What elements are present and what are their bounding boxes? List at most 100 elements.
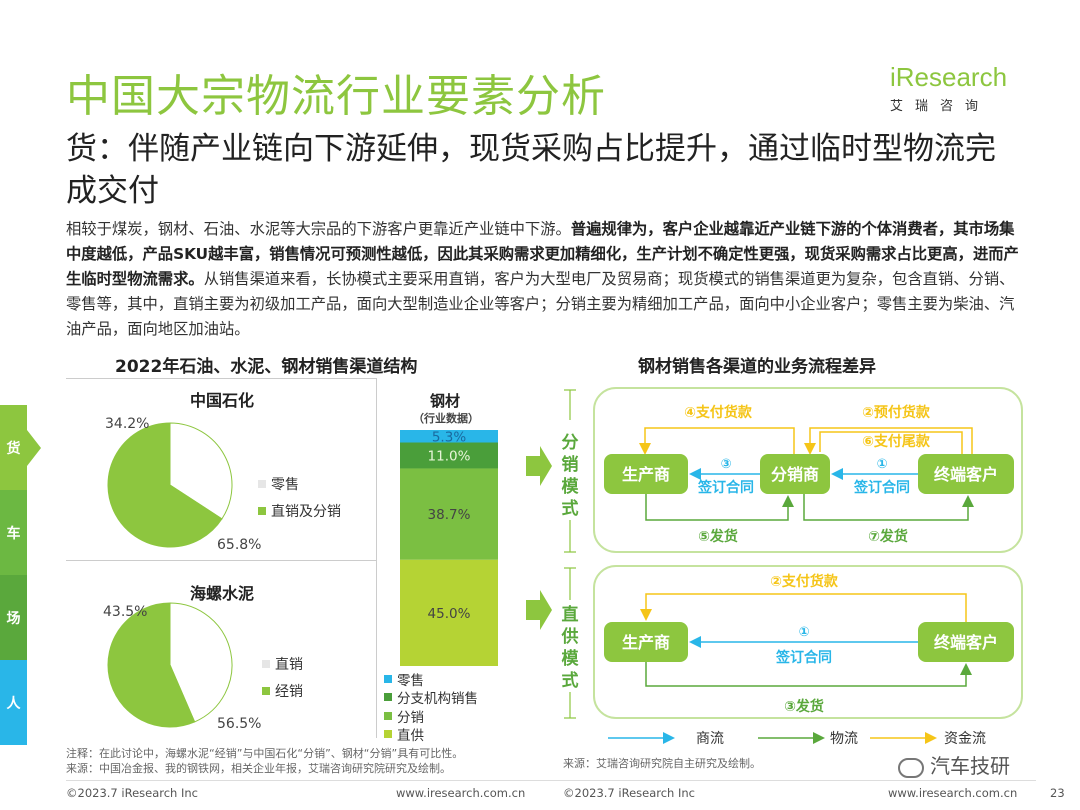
side-tab-vehicle[interactable]: 车	[0, 490, 27, 575]
left-source: 来源：中国冶金报、我的钢铁网，相关企业年报，艾瑞咨询研究院研究及绘制。	[66, 762, 451, 775]
legend-swatch	[258, 480, 266, 488]
right-section-title: 钢材销售各渠道的业务流程差异	[638, 357, 876, 377]
page-subtitle: 货：伴随产业链向下游延伸，现货采购占比提升，通过临时型物流完成交付	[66, 131, 996, 209]
wechat-icon	[898, 757, 924, 778]
footer-divider	[66, 780, 1036, 781]
side-tab-people[interactable]: 人	[0, 660, 27, 745]
m1-ship-7-arrow	[803, 494, 974, 521]
m1-producer-node	[604, 454, 688, 494]
legend-swatch	[384, 675, 392, 683]
pie2-legend-direct: 直销	[262, 654, 303, 674]
body-paragraph: 相较于煤炭，钢材、石油、水泥等大宗品的下游客户更靠近产业链中下游。普遍规律为，客…	[66, 217, 1026, 342]
pie2-legend-dealer: 经销	[262, 681, 303, 701]
logo-sub: 艾瑞咨询	[890, 99, 991, 114]
pie1-title: 中国石化	[190, 391, 255, 410]
bar-legend-direct-supply: 直供	[384, 724, 424, 744]
m1-contract-3-num: ③	[720, 457, 731, 472]
m1-ship-5-arrow	[645, 494, 794, 521]
m1-distributor-label: 分销商	[771, 465, 819, 484]
footer-url-left[interactable]: www.iresearch.com.cn	[396, 786, 526, 800]
pie2-title: 海螺水泥	[190, 584, 255, 603]
mode1-panel	[593, 387, 1023, 553]
bar-segment-2	[400, 468, 498, 560]
m1-contract-3-text: 签订合同	[697, 479, 754, 496]
pie2-label-direct: 43.5%	[103, 604, 148, 620]
left-note: 注释：在此讨论中，海螺水泥“经销”与中国石化“分销”、钢材“分销”具有可比性。	[66, 747, 464, 760]
body-part2: 从销售渠道来看，长协模式主要采用直销，客户为大型电厂及贸易商；现货模式的销售渠道…	[66, 270, 1015, 338]
pie1-slice-direct	[107, 422, 223, 548]
bar-title: 钢材	[430, 392, 461, 410]
m2-flow-pay	[640, 593, 967, 622]
legend-logistics-label: 物流	[830, 731, 858, 747]
legend-swatch	[384, 712, 392, 720]
left-vertical-divider	[376, 378, 377, 738]
footer-copy-left: ©2023.7 iResearch Inc	[66, 786, 198, 800]
left-section-title: 2022年石油、水泥、钢材销售渠道结构	[115, 357, 418, 377]
m2-customer-node	[918, 622, 1014, 662]
pie2-slice-direct	[169, 602, 233, 723]
m2-customer-label: 终端客户	[934, 633, 998, 652]
m1-contract-1-num: ①	[876, 457, 887, 472]
m2-pay-label: ②支付货款	[770, 573, 839, 590]
stacked-bar-chart: 5.3% 11.0% 38.7% 45.0%	[400, 429, 498, 666]
logo-name: iResearch	[890, 62, 1008, 92]
pie1-legend-retail: 零售	[258, 474, 299, 494]
mode2-big-arrow	[526, 590, 552, 630]
legend-label: 分销	[397, 710, 424, 726]
m2-producer-node	[604, 622, 688, 662]
bar-segment-0	[400, 430, 498, 443]
pie1-chart	[107, 422, 233, 548]
legend-swatch	[262, 687, 270, 695]
m2-ship-label: ③发货	[784, 698, 824, 715]
body-bold: 普遍规律为，客户企业越靠近产业链下游的个体消费者，其市场集中度越低，产品SKU越…	[66, 220, 1019, 288]
bar-segment-label-1: 11.0%	[428, 448, 471, 464]
bar-segment-1	[400, 442, 498, 469]
side-tab-site[interactable]: 场	[0, 575, 27, 660]
pie1-legend-direct: 直销及分销	[258, 501, 341, 521]
pie1-label-direct: 65.8%	[217, 537, 262, 553]
footer-url-right[interactable]: www.iresearch.com.cn	[888, 786, 1018, 800]
m2-producer-label: 生产商	[622, 633, 670, 652]
m2-contract-num: ①	[798, 625, 809, 640]
legend-swatch	[258, 507, 266, 515]
m1-contract-1-text: 签订合同	[853, 479, 910, 496]
left-mid-divider	[66, 560, 376, 561]
m1-pay-rest-label: ⑥支付尾款	[862, 433, 931, 450]
m1-flow-pay-goods	[639, 427, 795, 458]
bar-segment-label-0: 5.3%	[432, 429, 466, 445]
legend-label: 经销	[275, 684, 303, 700]
pie1-label-retail: 34.2%	[105, 416, 150, 432]
bar-legend-branch: 分支机构销售	[384, 687, 478, 707]
m1-distributor-node	[760, 454, 830, 494]
legend-capital-label: 资金流	[944, 731, 986, 747]
iresearch-logo: iResearch 艾瑞咨询	[890, 62, 1020, 126]
m1-flow-pay-rest	[819, 431, 963, 458]
active-tab-arrow	[27, 430, 41, 466]
mode1-big-arrow	[526, 446, 552, 486]
pie2-slice-dealer	[107, 602, 196, 728]
mode2-label: 直供模式	[561, 604, 580, 691]
m1-prepay-label: ②预付货款	[862, 404, 931, 421]
m2-ship-arrow	[645, 662, 972, 687]
side-tab-label: 场	[6, 610, 21, 627]
m1-customer-label: 终端客户	[934, 465, 998, 484]
m2-contract-text: 签订合同	[775, 649, 832, 666]
legend-commerce-label: 商流	[696, 731, 724, 747]
page-title: 中国大宗物流行业要素分析	[66, 71, 606, 122]
m1-ship-7-label: ⑦发货	[868, 528, 908, 545]
watermark: 汽车技研	[898, 750, 1010, 779]
footer-copy-right: ©2023.7 iResearch Inc	[563, 786, 695, 800]
side-tab-label: 人	[6, 695, 21, 712]
legend-label: 零售	[397, 673, 424, 689]
legend-label: 直销	[275, 657, 303, 673]
flow-diagram: 分销模式 直供模式 ④支付货款 ②预付货款 ⑥支付尾款 生产商 分销商 终端客户…	[526, 387, 1023, 747]
m1-producer-label: 生产商	[622, 465, 670, 484]
left-top-divider	[66, 378, 376, 379]
bar-segment-label-2: 38.7%	[428, 507, 471, 523]
side-tab-goods[interactable]: 货	[0, 405, 27, 490]
legend-label: 直销及分销	[271, 504, 341, 520]
bar-legend-retail: 零售	[384, 669, 424, 689]
page-number: 23	[1050, 786, 1065, 800]
legend-swatch	[384, 730, 392, 738]
side-tab-label: 车	[6, 525, 21, 542]
